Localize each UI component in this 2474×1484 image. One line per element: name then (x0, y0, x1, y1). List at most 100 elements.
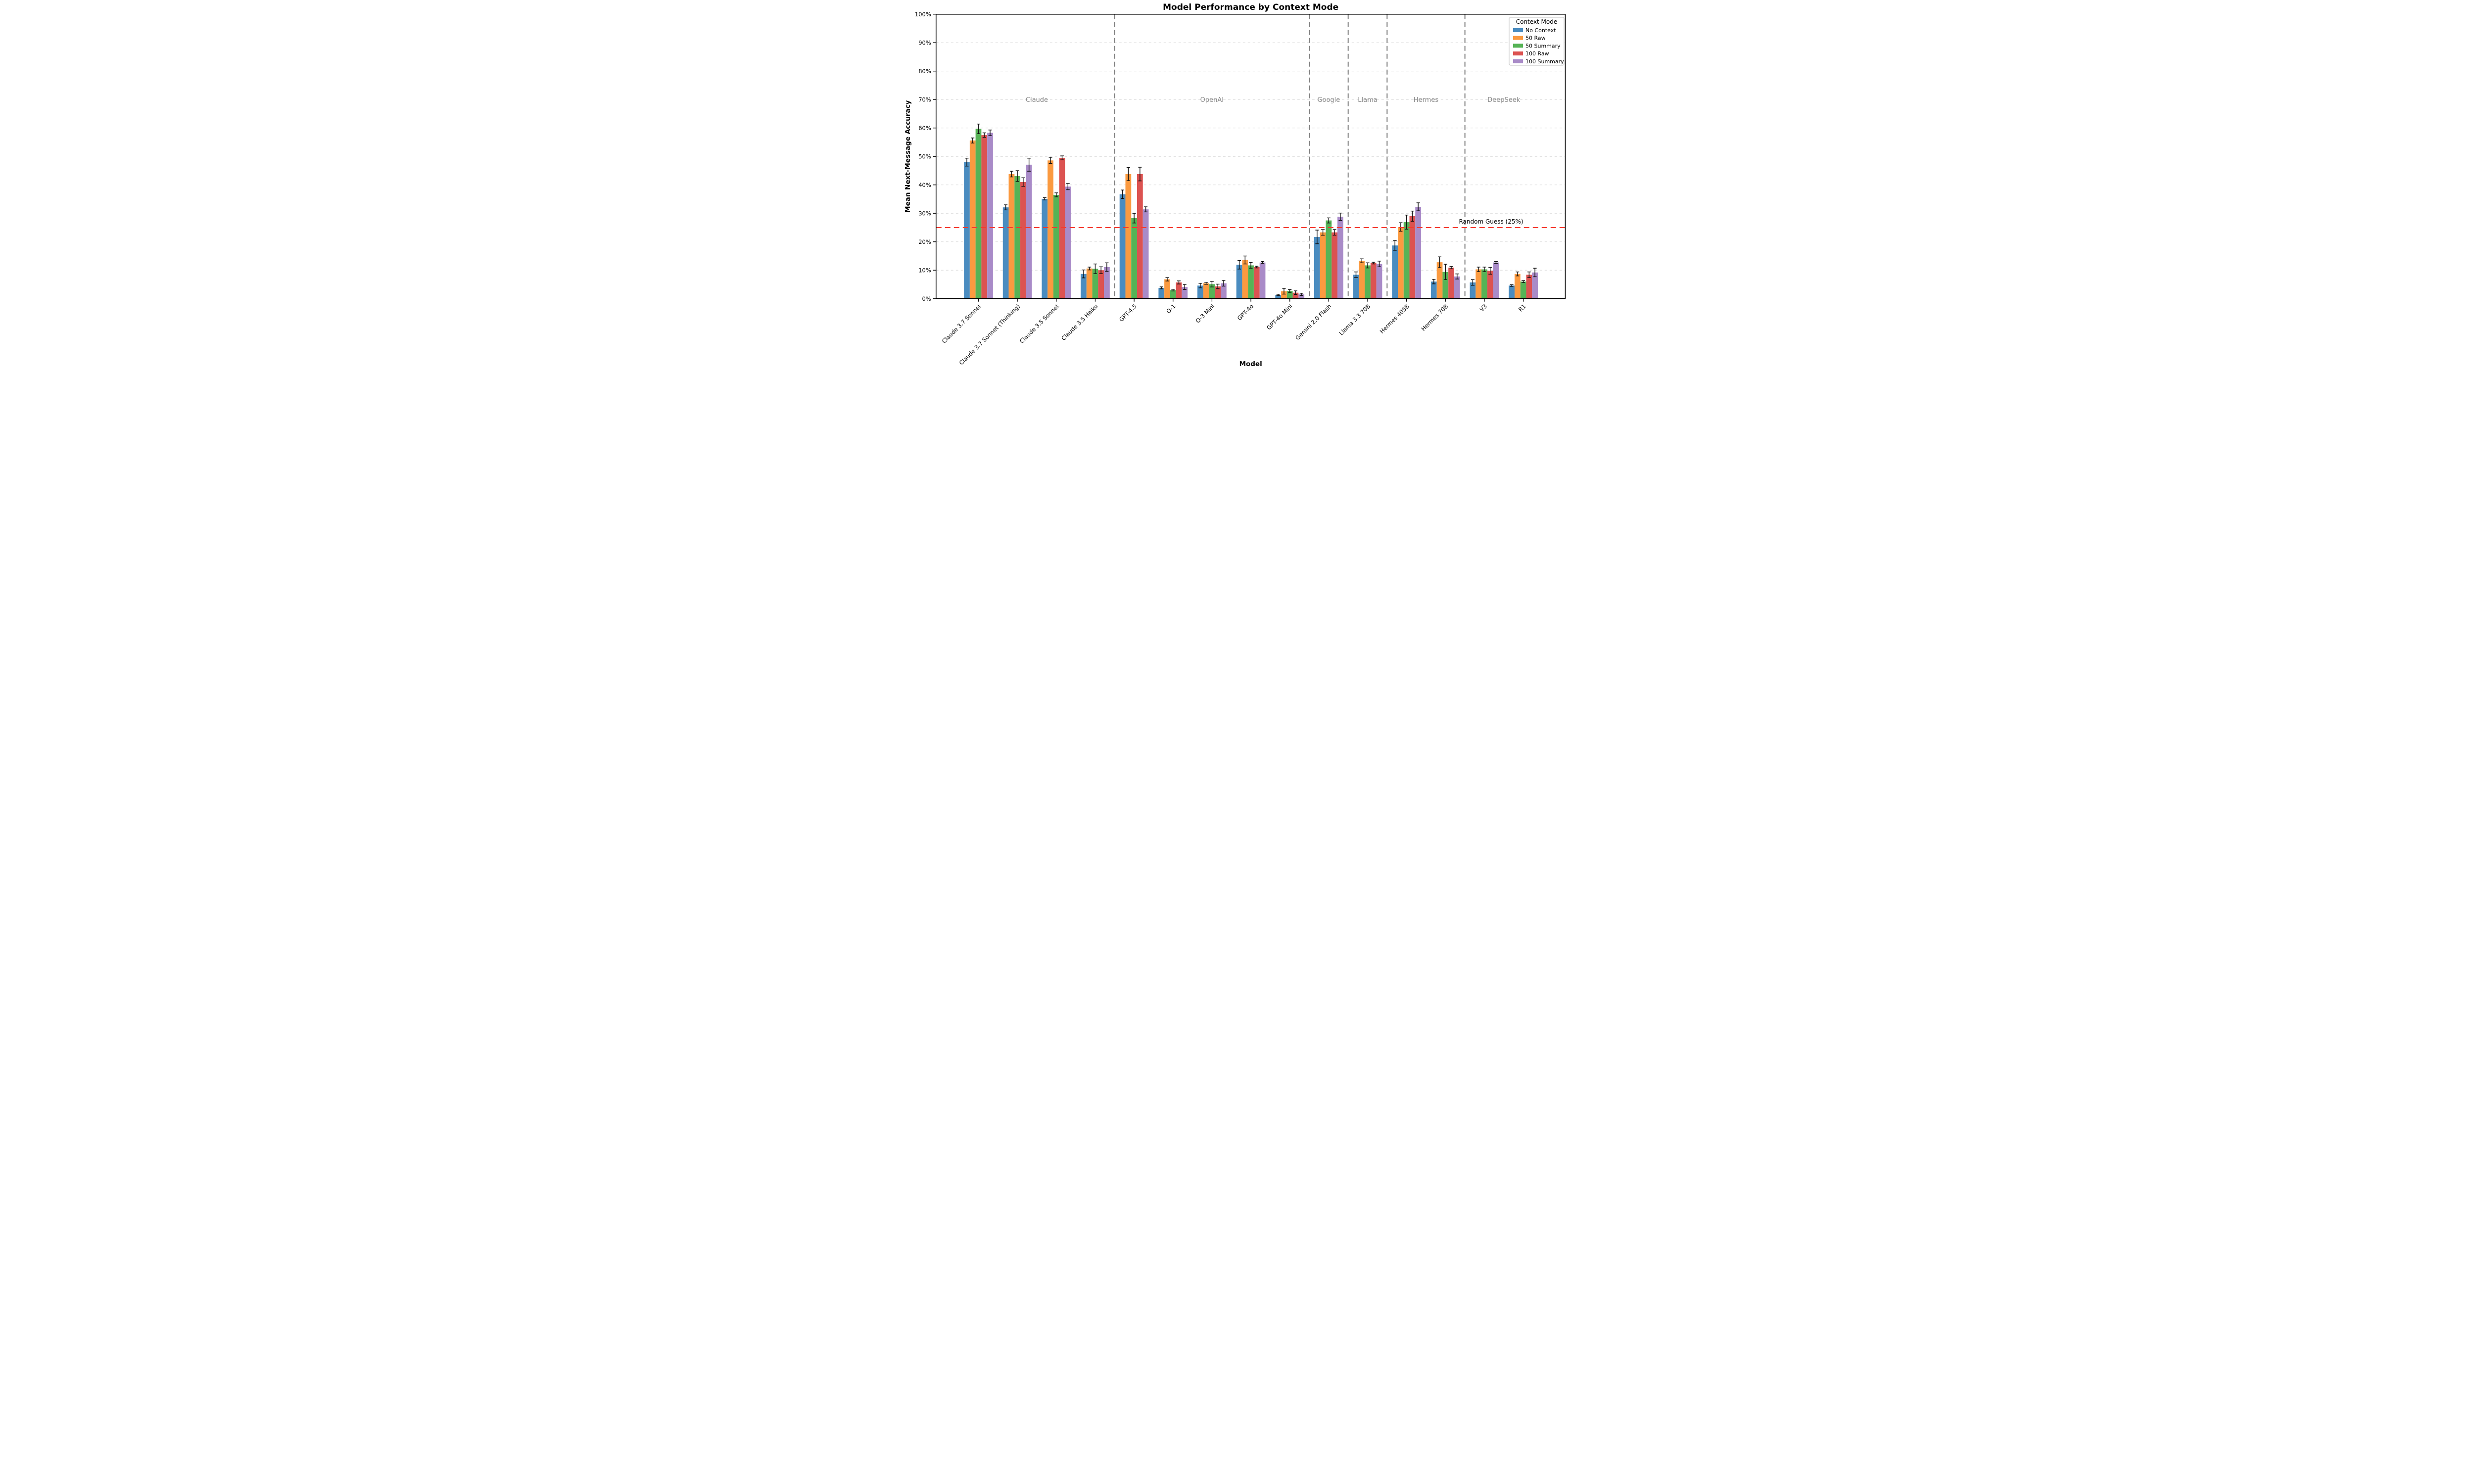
legend-swatch (1513, 59, 1523, 63)
bar-100-raw (1370, 263, 1377, 299)
bar-100-summary (1298, 294, 1305, 299)
bar-100-raw (1059, 158, 1065, 299)
bar-100-summary (1142, 209, 1149, 299)
bar-100-raw (1098, 270, 1104, 299)
bar-50-raw (969, 140, 976, 299)
y-axis-label: Mean Next-Message Accuracy (904, 100, 912, 212)
bar-50-raw (1125, 174, 1132, 299)
bar-50-raw (1475, 269, 1482, 299)
legend-label: 50 Summary (1525, 43, 1561, 49)
bar-100-raw (1137, 174, 1143, 299)
bar-no-context (1002, 207, 1009, 299)
bar-100-raw (1020, 182, 1026, 299)
bar-50-raw (1281, 291, 1287, 299)
bar-50-summary (1131, 218, 1137, 299)
bar-50-summary (1326, 220, 1332, 299)
bar-no-context (1314, 236, 1320, 299)
random-guess-label: Random Guess (25%) (1459, 218, 1523, 225)
legend-label: No Context (1525, 27, 1556, 34)
bar-50-summary (1053, 194, 1059, 299)
bar-no-context (1353, 275, 1359, 299)
y-tick-label: 100% (915, 11, 931, 18)
x-tick-label: O-3 Mini (1194, 303, 1216, 325)
provider-label-openai: OpenAI (1200, 96, 1224, 104)
y-tick-label: 80% (918, 68, 931, 75)
bar-100-summary (1104, 267, 1110, 299)
x-tick-label: V3 (1478, 303, 1488, 313)
provider-label-hermes: Hermes (1414, 96, 1439, 104)
bar-50-raw (1047, 160, 1053, 299)
x-axis-label: Model (1239, 360, 1262, 368)
bar-no-context (1119, 194, 1126, 299)
x-tick-label: Claude 3.7 Sonnet (Thinking) (958, 303, 1022, 367)
x-tick-label: Llama 3.3 70B (1338, 303, 1372, 337)
legend-swatch (1513, 28, 1523, 32)
y-tick-label: 50% (918, 153, 931, 160)
bar-no-context (1470, 282, 1476, 299)
bar-50-summary (1365, 265, 1371, 299)
bar-no-context (1158, 287, 1165, 299)
provider-label-claude: Claude (1026, 96, 1048, 104)
y-tick-label: 70% (918, 96, 931, 103)
bar-50-summary (1248, 265, 1254, 299)
x-tick-label: GPT-4.5 (1118, 303, 1138, 323)
bar-50-summary (1092, 269, 1098, 299)
y-tick-label: 90% (918, 39, 931, 46)
bar-50-summary (1520, 281, 1526, 299)
bar-100-raw (1292, 292, 1299, 299)
bar-50-summary (1403, 222, 1410, 299)
bar-100-raw (1526, 275, 1532, 299)
bar-100-raw (1448, 268, 1454, 299)
bar-100-raw (1176, 282, 1182, 299)
bar-100-summary (1454, 276, 1460, 299)
x-tick-label: Gemini 2.0 Flash (1294, 303, 1332, 341)
bar-no-context (964, 162, 970, 299)
x-tick-label: GPT-4o (1236, 303, 1255, 322)
bar-100-raw (981, 135, 988, 299)
bar-no-context (1275, 295, 1282, 299)
y-tick-label: 10% (918, 267, 931, 274)
bar-50-raw (1164, 279, 1170, 299)
x-tick-label: GPT-4o Mini (1265, 303, 1294, 331)
legend-label: 50 Raw (1525, 35, 1546, 42)
bar-50-raw (1436, 262, 1443, 299)
bar-50-raw (1086, 268, 1093, 299)
x-tick-label: Claude 3.5 Sonnet (1018, 303, 1060, 345)
x-tick-label: Hermes 70B (1420, 303, 1450, 332)
bar-50-raw (1514, 274, 1521, 299)
bar-100-raw (1253, 267, 1260, 299)
bar-50-summary (975, 129, 982, 299)
y-tick-label: 60% (918, 125, 931, 132)
bar-50-raw (1242, 260, 1248, 299)
legend-label: 100 Summary (1525, 58, 1564, 65)
bar-no-context (1392, 245, 1398, 299)
x-tick-label: O-1 (1165, 303, 1177, 315)
bar-no-context (1236, 265, 1242, 299)
bar-50-raw (1320, 232, 1326, 299)
bar-50-summary (1442, 272, 1449, 299)
bar-no-context (1042, 198, 1048, 299)
x-tick-label: Claude 3.7 Sonnet (941, 303, 983, 345)
bar-100-summary (1493, 262, 1499, 299)
bar-no-context (1509, 285, 1515, 299)
bar-100-raw (1215, 286, 1221, 299)
legend-swatch (1513, 44, 1523, 48)
bar-100-summary (1376, 264, 1382, 299)
bar-chart-canvas: Claude OpenAI Google Llama Hermes DeepSeek Ran… (904, 2, 1566, 368)
provider-label-google: Google (1317, 96, 1340, 104)
bar-100-raw (1332, 232, 1337, 299)
bar-100-summary (1182, 287, 1188, 299)
x-tick-label: Claude 3.5 Haiku (1060, 303, 1099, 342)
bar-50-summary (1481, 269, 1487, 299)
provider-label-llama: Llama (1358, 96, 1377, 104)
bar-50-summary (1170, 290, 1176, 299)
x-tick-label: R1 (1517, 303, 1527, 313)
provider-label-deepseek: DeepSeek (1487, 96, 1521, 104)
bar-50-summary (1286, 291, 1293, 299)
bar-100-raw (1487, 271, 1493, 299)
chart: Claude OpenAI Google Llama Hermes DeepSeek Ran… (903, 0, 1571, 371)
bar-100-summary (1026, 164, 1032, 299)
x-tick-label: Hermes 405B (1379, 303, 1411, 335)
bar-100-summary (1259, 262, 1266, 299)
bar-no-context (1197, 285, 1203, 299)
